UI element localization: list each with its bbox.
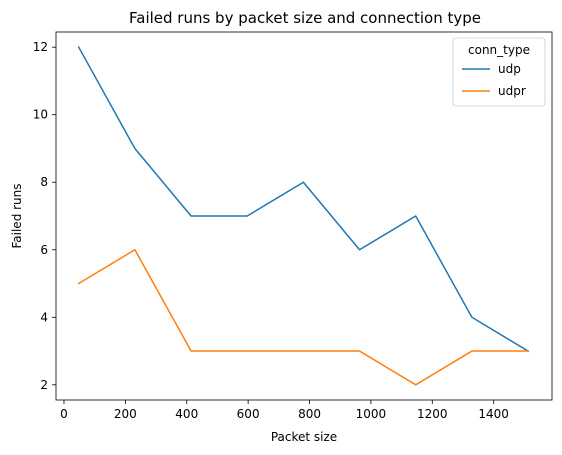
plot-area: 0 200 400 600 800 1000 1200 1400 2 4 6 8 10 12 (33, 31, 553, 421)
x-axis: 0 200 400 600 800 1000 1200 1400 (60, 400, 509, 421)
y-axis: 2 4 6 8 10 12 (33, 40, 56, 392)
legend-box (452, 37, 546, 107)
y-tick-label: 10 (33, 108, 48, 122)
legend-title: conn_type (468, 43, 530, 57)
series-line-udp (77, 46, 530, 353)
legend-entries: udp udpr (462, 62, 526, 98)
y-tick-label: 8 (40, 175, 48, 189)
x-tick-label: 400 (175, 407, 198, 421)
legend-label-udp: udp (498, 62, 521, 76)
y-tick-label: 4 (40, 310, 48, 324)
y-tick-label: 2 (40, 378, 48, 392)
plot-frame (55, 31, 553, 401)
y-axis-label: Failed runs (10, 183, 24, 248)
legend: conn_type udp udpr (452, 37, 546, 107)
y-tick-label: 12 (33, 40, 48, 54)
x-tick-label: 1400 (478, 407, 509, 421)
x-tick-label: 800 (298, 407, 321, 421)
x-tick-label: 200 (114, 407, 137, 421)
series-line-udpr (77, 249, 529, 386)
x-tick-label: 1200 (417, 407, 448, 421)
x-tick-label: 0 (60, 407, 68, 421)
series-lines (77, 46, 530, 386)
y-tick-label: 6 (40, 243, 48, 257)
x-axis-label: Packet size (271, 430, 337, 444)
x-tick-label: 600 (237, 407, 260, 421)
x-tick-label: 1000 (356, 407, 387, 421)
legend-label-udpr: udpr (498, 84, 526, 98)
chart-title: Failed runs by packet size and connectio… (129, 9, 481, 27)
